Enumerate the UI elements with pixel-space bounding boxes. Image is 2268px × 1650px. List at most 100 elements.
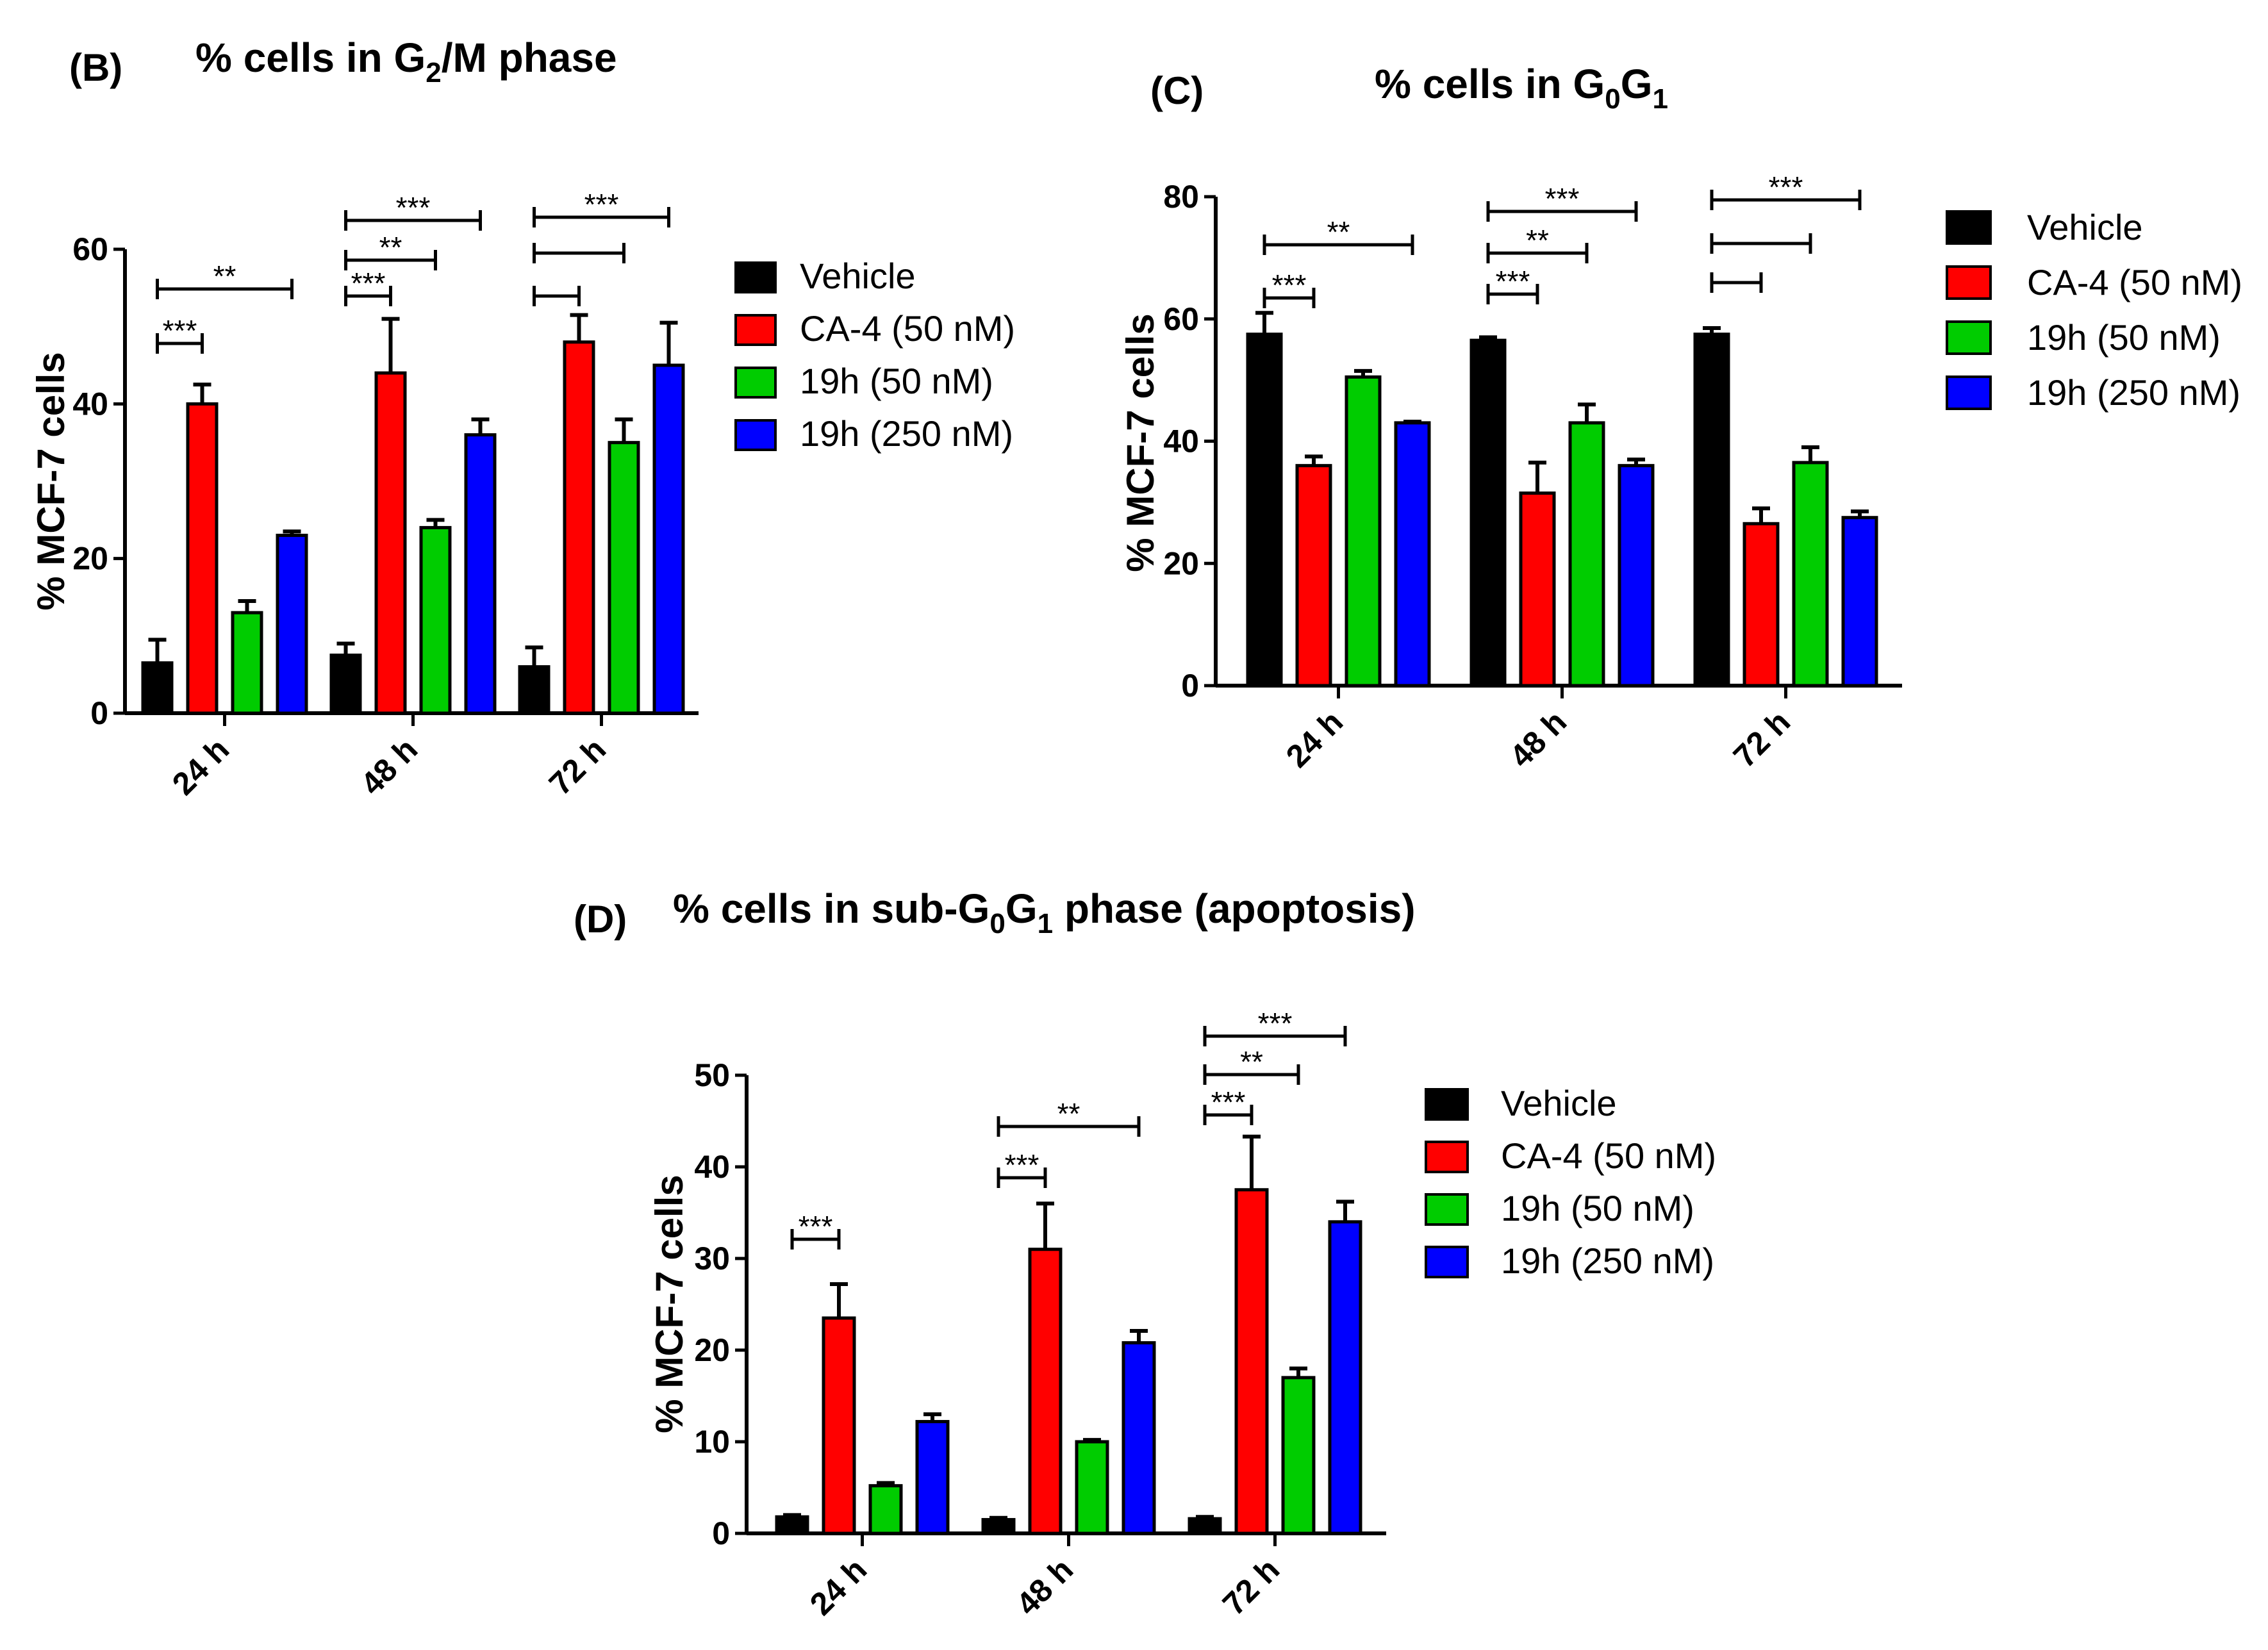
significance-label: ***	[584, 188, 619, 221]
legend-swatch	[1425, 1088, 1469, 1121]
panel-label: (D)	[574, 898, 627, 941]
y-axis-label: % MCF-7 cells	[648, 1175, 691, 1433]
bar	[518, 665, 550, 715]
panel-title: % cells in G0G1	[1375, 61, 1668, 115]
bar	[563, 340, 595, 715]
y-axis-label: % MCF-7 cells	[1119, 313, 1162, 572]
bar	[186, 402, 219, 715]
bar	[1281, 1376, 1316, 1535]
panel-B: (B) % cells in G2/M phase % MCF-7 cells 0 20…	[29, 35, 1015, 802]
bar	[981, 1518, 1016, 1535]
bar	[1792, 461, 1829, 688]
legend-swatch	[1946, 210, 1992, 245]
legend-label: 19h (50 nM)	[2027, 317, 2221, 358]
significance-label: ***	[1496, 265, 1530, 298]
legend-label: Vehicle	[800, 256, 916, 296]
bar	[1246, 333, 1283, 688]
significance-label: **	[1327, 215, 1350, 249]
y-tick-label: 0	[712, 1515, 730, 1551]
y-tick-label: 60	[1163, 301, 1199, 337]
bar	[608, 441, 640, 715]
y-tick-label: 20	[694, 1332, 730, 1368]
y-tick-label: 20	[1163, 545, 1199, 581]
bar	[1742, 522, 1780, 688]
bar	[1519, 491, 1556, 688]
y-tick-label: 60	[72, 231, 108, 267]
x-tick-label: 24 h	[803, 1551, 873, 1622]
bar	[1618, 464, 1655, 688]
bar	[1295, 464, 1332, 688]
bar	[1122, 1341, 1156, 1535]
y-tick-label: 0	[90, 695, 108, 731]
bar	[1075, 1440, 1109, 1535]
legend-label: Vehicle	[1501, 1083, 1617, 1123]
significance-label: ***	[1545, 182, 1580, 215]
significance-label: ***	[1272, 268, 1307, 302]
y-axis-label: % MCF-7 cells	[29, 352, 72, 610]
significance-label: **	[379, 231, 402, 264]
legend-swatch	[1425, 1246, 1469, 1278]
panel-D: (D) % cells in sub-G0G1 phase (apoptosis)…	[574, 886, 1716, 1622]
legend-swatch	[734, 419, 777, 451]
legend-swatch	[1946, 375, 1992, 410]
significance-label: **	[1526, 224, 1549, 257]
bar	[1568, 421, 1605, 688]
panel-C: (C) % cells in G0G1 % MCF-7 cells 0 20 40 60 80…	[1119, 61, 2242, 775]
legend-swatch	[734, 261, 777, 293]
legend-label: CA-4 (50 nM)	[800, 308, 1015, 349]
legend-swatch	[1946, 265, 1992, 300]
significance-label: ***	[163, 314, 197, 347]
y-tick-label: 30	[694, 1241, 730, 1276]
bar	[419, 525, 452, 715]
bar	[1028, 1248, 1063, 1535]
significance-label: **	[1240, 1045, 1263, 1078]
bar	[1328, 1220, 1362, 1535]
y-tick-label: 20	[72, 541, 108, 577]
significance-label: ***	[396, 191, 431, 224]
bar	[1345, 375, 1382, 688]
legend-swatch	[1425, 1193, 1469, 1226]
legend-label: 19h (50 nM)	[800, 361, 993, 401]
bar	[464, 433, 497, 715]
y-tick-label: 40	[1163, 424, 1199, 459]
bar	[1841, 516, 1878, 688]
significance-label: ***	[1211, 1085, 1246, 1119]
significance-label: ***	[1258, 1007, 1293, 1040]
x-tick-label: 48 h	[354, 731, 424, 802]
bar	[231, 611, 263, 715]
bar	[1234, 1188, 1269, 1535]
legend: Vehicle CA-4 (50 nM) 19h (50 nM) 19h (250 n…	[1425, 1083, 1716, 1281]
significance-label: ***	[1005, 1148, 1039, 1182]
x-tick-label: 24 h	[165, 731, 236, 802]
bar	[1394, 421, 1431, 688]
y-tick-label: 40	[694, 1149, 730, 1185]
x-tick-label: 24 h	[1279, 704, 1350, 774]
legend-label: 19h (250 nM)	[800, 413, 1013, 454]
bar	[276, 533, 308, 715]
legend: Vehicle CA-4 (50 nM) 19h (50 nM) 19h (250 n…	[1946, 207, 2242, 413]
significance-label: ***	[799, 1210, 833, 1243]
significance-label: **	[1057, 1097, 1080, 1130]
x-tick-label: 48 h	[1009, 1551, 1080, 1622]
bar	[652, 363, 685, 715]
legend-swatch	[1425, 1141, 1469, 1173]
bar	[1469, 338, 1507, 688]
bar	[1693, 333, 1730, 688]
bar	[374, 371, 407, 715]
y-tick-label: 10	[694, 1424, 730, 1460]
bar	[329, 654, 362, 715]
bar	[868, 1484, 903, 1535]
panel-label: (C)	[1150, 69, 1204, 112]
legend-label: CA-4 (50 nM)	[1501, 1135, 1716, 1176]
legend-label: 19h (50 nM)	[1501, 1188, 1694, 1228]
legend-swatch	[734, 314, 777, 346]
panel-label: (B)	[69, 46, 122, 89]
significance-label: **	[213, 260, 236, 293]
legend-swatch	[1946, 320, 1992, 355]
y-tick-label: 40	[72, 386, 108, 422]
legend: Vehicle CA-4 (50 nM) 19h (50 nM) 19h (250 n…	[734, 256, 1015, 454]
y-tick-label: 80	[1163, 179, 1199, 215]
y-tick-label: 0	[1181, 668, 1199, 704]
x-tick-label: 72 h	[1726, 704, 1797, 774]
panel-title: % cells in G2/M phase	[195, 35, 617, 88]
